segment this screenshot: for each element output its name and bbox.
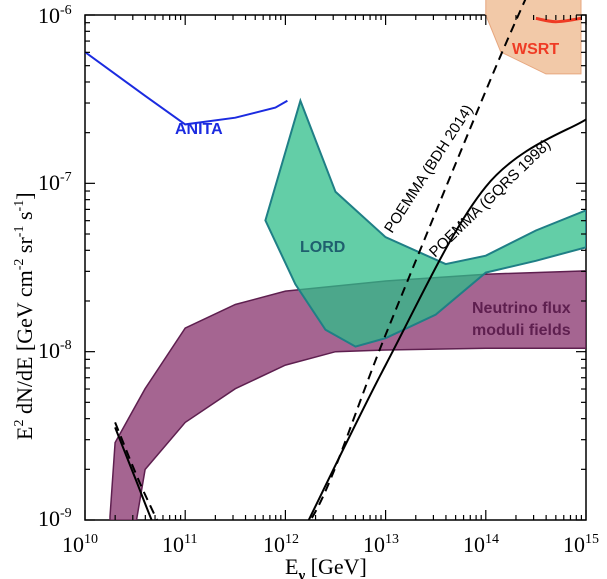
anita-label: ANITA <box>175 121 223 138</box>
y-tick-label: 10-7 <box>38 170 72 195</box>
neutrino-label-line1: Neutrino flux <box>472 300 571 317</box>
poemma-gqrs-line <box>114 118 586 520</box>
wsrt-region <box>485 0 582 75</box>
plot-frame <box>84 14 587 521</box>
y-tick-label: 10-8 <box>38 338 72 363</box>
x-tick-label: 1015 <box>563 532 599 557</box>
y-tick-labels: 10-9 10-8 10-7 10-6 <box>38 3 72 531</box>
x-tick-label: 1014 <box>463 532 499 557</box>
x-tick-label: 1012 <box>263 532 299 557</box>
y-tick-label: 10-9 <box>38 506 72 531</box>
x-tick-label: 1010 <box>62 532 98 557</box>
x-tick-label: 1013 <box>363 532 399 557</box>
x-tick-labels: 1010 1011 1012 1013 1014 1015 <box>62 532 599 557</box>
wsrt-label: WSRT <box>512 41 559 58</box>
anita-line <box>85 51 288 126</box>
y-tick-label: 10-6 <box>38 3 72 28</box>
lord-label: LORD <box>300 239 345 256</box>
neutrino-label-line2: moduli fields <box>472 322 571 339</box>
y-axis-title: E2 dN/dE [GeV cm-2 sr-1 s-1] <box>12 192 37 440</box>
neutrino-flux-band <box>109 270 586 520</box>
wsrt-curve <box>535 16 582 24</box>
lord-band <box>264 97 586 348</box>
x-axis-title: Eν [GeV] <box>285 554 367 579</box>
axis-ticks <box>84 14 587 521</box>
x-tick-label: 1011 <box>162 532 197 557</box>
